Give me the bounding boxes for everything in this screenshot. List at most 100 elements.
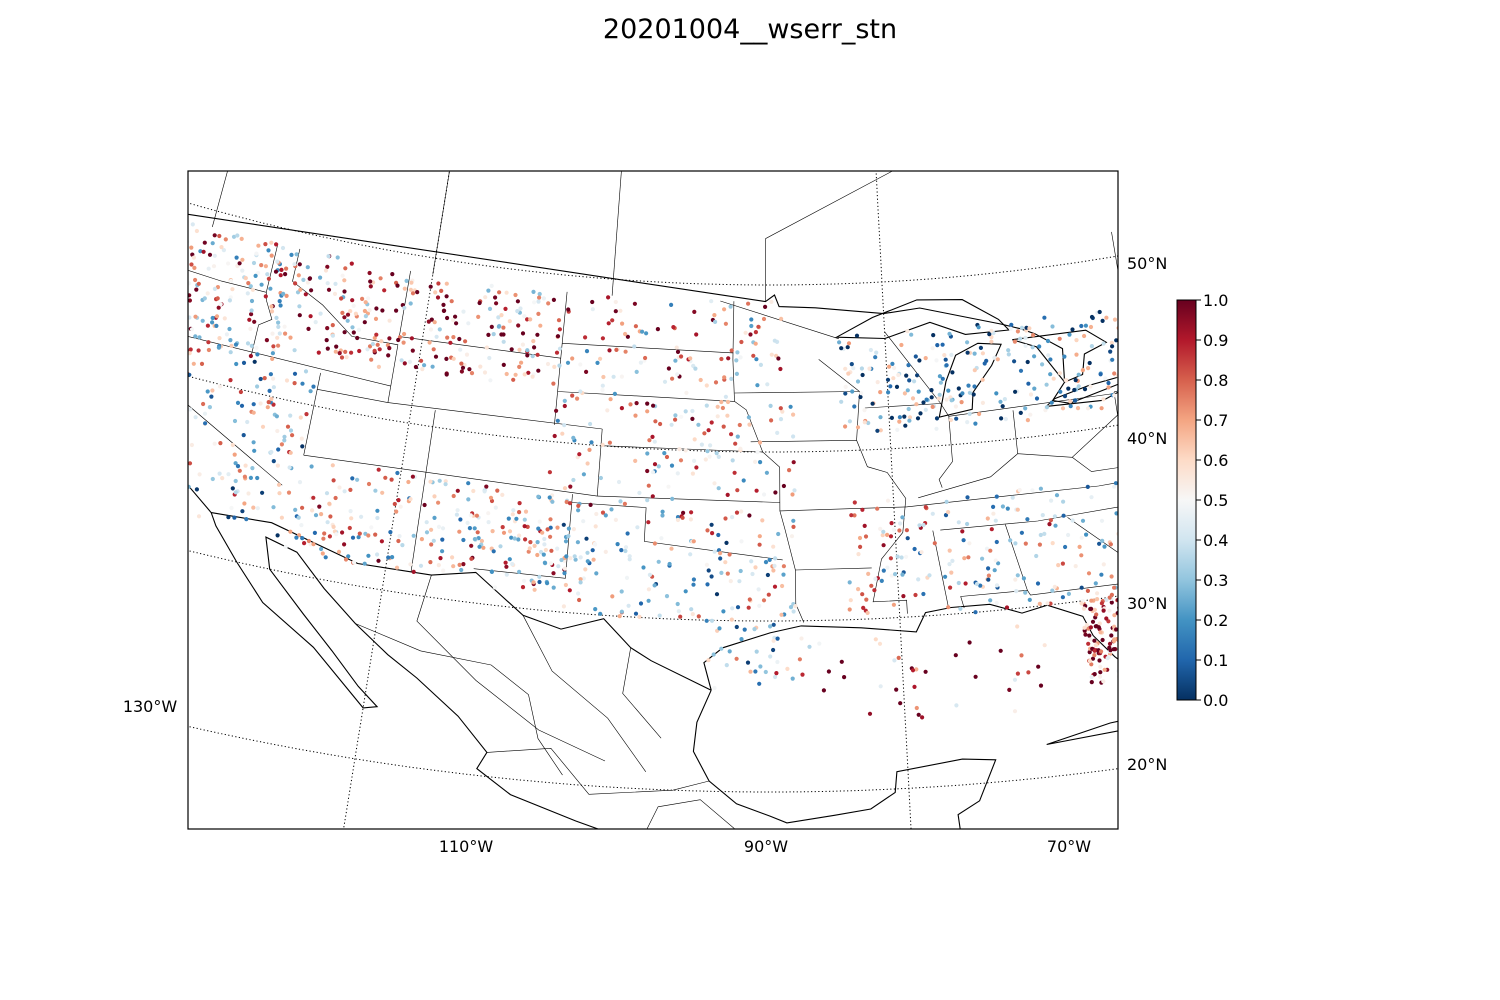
- station-marker: [776, 356, 781, 361]
- station-marker: [175, 510, 179, 514]
- station-marker: [843, 391, 848, 396]
- station-marker: [227, 298, 232, 303]
- station-marker: [304, 412, 309, 417]
- station-marker: [1034, 553, 1039, 559]
- state-border: [303, 372, 321, 456]
- station-marker: [1137, 652, 1141, 656]
- station-marker: [1099, 518, 1105, 523]
- station-marker: [269, 304, 274, 309]
- station-marker: [537, 291, 542, 297]
- station-marker: [633, 611, 639, 616]
- station-marker: [973, 610, 978, 615]
- lat-label-20n: 20°N: [1127, 755, 1167, 774]
- station-marker: [346, 554, 351, 559]
- station-marker: [1157, 664, 1161, 668]
- station-marker: [339, 355, 345, 360]
- station-marker: [1144, 637, 1148, 641]
- station-marker: [867, 366, 872, 371]
- station-marker: [507, 529, 513, 534]
- station-marker: [387, 318, 392, 323]
- station-marker: [655, 327, 661, 332]
- station-marker: [1125, 623, 1129, 627]
- station-marker: [531, 289, 536, 294]
- station-marker: [382, 288, 387, 293]
- station-marker: [712, 685, 717, 691]
- station-marker: [458, 347, 463, 352]
- station-marker: [437, 478, 442, 483]
- station-marker: [150, 297, 154, 301]
- station-marker: [713, 319, 718, 324]
- station-marker: [769, 418, 774, 423]
- station-marker: [606, 321, 611, 326]
- station-marker: [336, 549, 342, 555]
- station-marker: [145, 374, 149, 378]
- station-marker: [988, 548, 993, 553]
- station-marker: [709, 420, 714, 425]
- station-marker: [238, 389, 243, 395]
- station-marker: [790, 676, 795, 681]
- station-marker: [125, 307, 129, 311]
- station-marker: [1127, 310, 1131, 314]
- station-marker: [1108, 349, 1113, 354]
- station-marker: [106, 418, 110, 422]
- station-marker: [221, 248, 226, 253]
- station-marker: [112, 341, 116, 345]
- station-marker: [897, 419, 902, 424]
- station-marker: [1161, 361, 1165, 365]
- station-marker: [492, 585, 497, 590]
- station-marker: [718, 556, 723, 561]
- station-marker: [725, 571, 730, 576]
- station-marker: [1151, 613, 1155, 617]
- station-marker: [280, 245, 286, 251]
- station-marker: [242, 474, 247, 479]
- station-marker: [702, 431, 707, 436]
- station-marker: [843, 366, 848, 371]
- station-marker: [1116, 669, 1118, 674]
- station-marker: [130, 365, 134, 369]
- station-marker: [1198, 403, 1202, 407]
- station-marker: [340, 273, 345, 278]
- station-marker: [63, 416, 67, 420]
- station-marker: [1289, 381, 1293, 385]
- station-marker: [1162, 666, 1166, 670]
- station-marker: [821, 688, 827, 693]
- station-marker: [325, 264, 330, 269]
- station-marker: [1164, 670, 1168, 674]
- station-marker: [989, 339, 994, 344]
- station-marker: [68, 384, 72, 388]
- station-marker: [118, 320, 122, 324]
- station-marker: [343, 349, 348, 354]
- station-marker: [1089, 674, 1094, 680]
- station-marker: [618, 308, 623, 313]
- station-marker: [1157, 409, 1161, 413]
- station-marker: [1152, 324, 1156, 328]
- station-marker: [1129, 303, 1133, 307]
- station-marker: [944, 397, 949, 402]
- station-marker: [600, 510, 606, 515]
- station-marker: [847, 607, 852, 612]
- station-marker: [761, 598, 767, 603]
- station-marker: [265, 405, 270, 410]
- parallel-line: [188, 202, 1118, 286]
- meridian-line: [343, 171, 450, 829]
- station-marker: [230, 442, 235, 448]
- station-marker: [95, 357, 99, 361]
- station-marker: [567, 501, 573, 506]
- station-marker: [1209, 406, 1213, 410]
- station-marker: [734, 371, 740, 376]
- station-marker: [847, 419, 853, 424]
- station-marker: [1327, 307, 1331, 311]
- station-marker: [1013, 541, 1018, 546]
- station-marker: [899, 555, 904, 560]
- station-marker: [89, 381, 93, 385]
- station-marker: [445, 335, 450, 340]
- station-marker: [1124, 342, 1128, 346]
- station-marker: [895, 427, 900, 432]
- station-marker: [1076, 384, 1081, 389]
- station-marker: [1075, 406, 1081, 411]
- station-marker: [1098, 372, 1103, 377]
- station-marker: [458, 517, 463, 522]
- station-marker: [646, 598, 651, 603]
- station-marker: [1125, 663, 1129, 667]
- station-marker: [451, 356, 456, 361]
